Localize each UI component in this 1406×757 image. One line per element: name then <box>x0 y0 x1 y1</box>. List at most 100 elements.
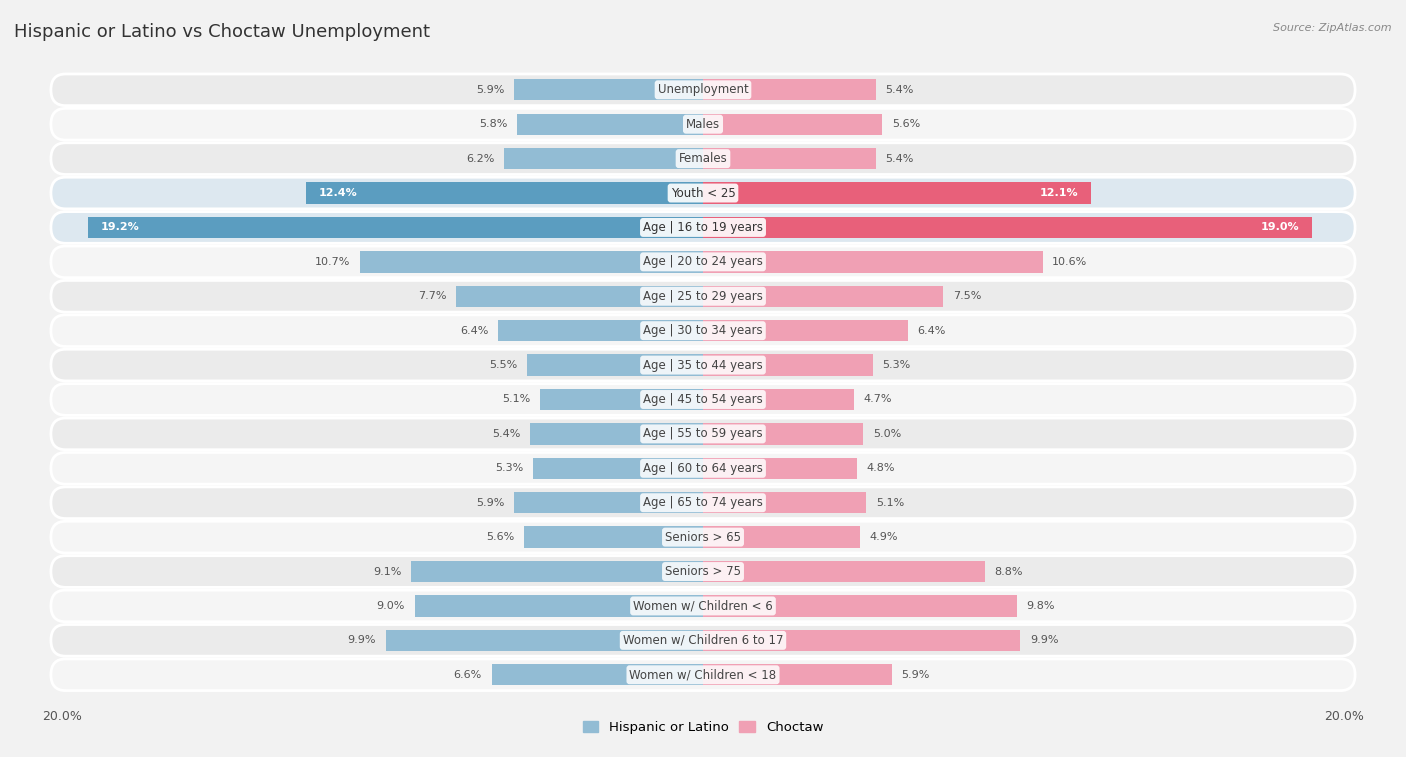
Text: 10.7%: 10.7% <box>315 257 350 267</box>
FancyBboxPatch shape <box>51 556 1355 587</box>
Bar <box>87 217 703 238</box>
FancyBboxPatch shape <box>51 246 1355 278</box>
Text: 6.4%: 6.4% <box>918 326 946 335</box>
Text: 5.4%: 5.4% <box>886 85 914 95</box>
FancyBboxPatch shape <box>51 522 1355 553</box>
Text: 5.6%: 5.6% <box>891 119 921 129</box>
Text: 5.9%: 5.9% <box>477 497 505 508</box>
Text: 5.1%: 5.1% <box>876 497 904 508</box>
Text: 4.9%: 4.9% <box>870 532 898 542</box>
Text: 5.3%: 5.3% <box>495 463 523 473</box>
Text: 6.4%: 6.4% <box>460 326 488 335</box>
Text: 9.9%: 9.9% <box>347 635 377 646</box>
Text: 19.2%: 19.2% <box>101 223 139 232</box>
Bar <box>505 148 703 170</box>
Text: Source: ZipAtlas.com: Source: ZipAtlas.com <box>1274 23 1392 33</box>
Text: Age | 45 to 54 years: Age | 45 to 54 years <box>643 393 763 406</box>
Bar <box>540 389 703 410</box>
Bar <box>533 458 703 479</box>
Text: 10.6%: 10.6% <box>1052 257 1087 267</box>
FancyBboxPatch shape <box>51 487 1355 519</box>
Bar <box>703 148 876 170</box>
FancyBboxPatch shape <box>51 143 1355 174</box>
FancyBboxPatch shape <box>51 177 1355 209</box>
Bar <box>703 595 1017 617</box>
Text: Women w/ Children < 6: Women w/ Children < 6 <box>633 600 773 612</box>
Bar <box>457 285 703 307</box>
FancyBboxPatch shape <box>51 418 1355 450</box>
Text: Age | 55 to 59 years: Age | 55 to 59 years <box>643 428 763 441</box>
Bar <box>703 630 1021 651</box>
Text: Age | 30 to 34 years: Age | 30 to 34 years <box>643 324 763 337</box>
FancyBboxPatch shape <box>51 108 1355 140</box>
Text: Age | 20 to 24 years: Age | 20 to 24 years <box>643 255 763 268</box>
FancyBboxPatch shape <box>51 590 1355 621</box>
Bar <box>517 114 703 135</box>
Text: 9.9%: 9.9% <box>1029 635 1059 646</box>
Text: 5.9%: 5.9% <box>901 670 929 680</box>
Text: Unemployment: Unemployment <box>658 83 748 96</box>
Bar <box>360 251 703 273</box>
Text: 5.6%: 5.6% <box>485 532 515 542</box>
Bar <box>703 458 856 479</box>
Bar <box>498 320 703 341</box>
Text: Age | 60 to 64 years: Age | 60 to 64 years <box>643 462 763 475</box>
FancyBboxPatch shape <box>51 212 1355 243</box>
Text: 12.1%: 12.1% <box>1039 188 1078 198</box>
Text: Age | 65 to 74 years: Age | 65 to 74 years <box>643 497 763 509</box>
Text: Age | 35 to 44 years: Age | 35 to 44 years <box>643 359 763 372</box>
Text: Age | 16 to 19 years: Age | 16 to 19 years <box>643 221 763 234</box>
Text: 6.6%: 6.6% <box>454 670 482 680</box>
Bar <box>703 251 1043 273</box>
Bar <box>703 664 891 685</box>
Bar <box>703 492 866 513</box>
Bar <box>703 182 1091 204</box>
Bar <box>703 320 908 341</box>
Text: 7.7%: 7.7% <box>418 291 447 301</box>
Bar <box>703 561 986 582</box>
Text: Seniors > 65: Seniors > 65 <box>665 531 741 544</box>
Bar <box>703 423 863 444</box>
Text: Seniors > 75: Seniors > 75 <box>665 565 741 578</box>
Text: Females: Females <box>679 152 727 165</box>
Text: 19.0%: 19.0% <box>1260 223 1299 232</box>
Text: 5.8%: 5.8% <box>479 119 508 129</box>
Text: 5.4%: 5.4% <box>886 154 914 164</box>
FancyBboxPatch shape <box>51 315 1355 347</box>
Text: 5.4%: 5.4% <box>492 429 520 439</box>
Text: 6.2%: 6.2% <box>467 154 495 164</box>
Text: Women w/ Children 6 to 17: Women w/ Children 6 to 17 <box>623 634 783 646</box>
Bar <box>703 79 876 101</box>
Text: 4.8%: 4.8% <box>866 463 896 473</box>
Text: 8.8%: 8.8% <box>994 566 1024 577</box>
Text: 12.4%: 12.4% <box>319 188 357 198</box>
Bar <box>305 182 703 204</box>
Bar <box>492 664 703 685</box>
Bar <box>530 423 703 444</box>
Bar <box>385 630 703 651</box>
Text: Hispanic or Latino vs Choctaw Unemployment: Hispanic or Latino vs Choctaw Unemployme… <box>14 23 430 41</box>
Bar <box>703 389 853 410</box>
Text: 5.5%: 5.5% <box>489 360 517 370</box>
Text: 9.0%: 9.0% <box>377 601 405 611</box>
FancyBboxPatch shape <box>51 625 1355 656</box>
Legend: Hispanic or Latino, Choctaw: Hispanic or Latino, Choctaw <box>578 715 828 740</box>
Text: 5.1%: 5.1% <box>502 394 530 404</box>
Text: 5.3%: 5.3% <box>883 360 911 370</box>
FancyBboxPatch shape <box>51 349 1355 381</box>
Text: 5.9%: 5.9% <box>477 85 505 95</box>
Text: Age | 25 to 29 years: Age | 25 to 29 years <box>643 290 763 303</box>
Bar <box>703 526 860 548</box>
Bar <box>415 595 703 617</box>
FancyBboxPatch shape <box>51 280 1355 312</box>
Text: 4.7%: 4.7% <box>863 394 891 404</box>
Text: 5.0%: 5.0% <box>873 429 901 439</box>
Bar <box>703 354 873 375</box>
Text: 7.5%: 7.5% <box>953 291 981 301</box>
Text: 9.1%: 9.1% <box>374 566 402 577</box>
Bar <box>523 526 703 548</box>
FancyBboxPatch shape <box>51 453 1355 484</box>
Text: 9.8%: 9.8% <box>1026 601 1054 611</box>
Bar <box>703 114 883 135</box>
Text: Males: Males <box>686 118 720 131</box>
